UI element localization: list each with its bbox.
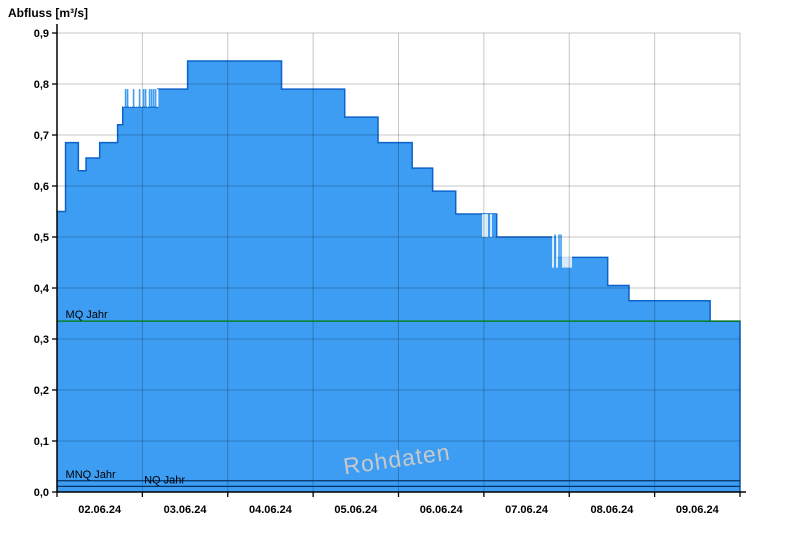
y-tick-label: 0,7 <box>34 130 49 142</box>
reference-label-nq: NQ Jahr <box>144 474 185 486</box>
y-tick-label: 0,5 <box>34 232 49 244</box>
y-tick-label: 0,3 <box>34 334 49 346</box>
y-tick-label: 0,2 <box>34 385 49 397</box>
chart-title: Abfluss [m³/s] <box>8 6 89 20</box>
reference-label-mq: MQ Jahr <box>66 309 109 321</box>
x-date-label: 08.06.24 <box>591 504 635 516</box>
y-tick-label: 0,0 <box>34 487 49 499</box>
x-date-label: 03.06.24 <box>164 504 208 516</box>
y-tick-label: 0,8 <box>34 79 49 91</box>
x-date-label: 04.06.24 <box>249 504 293 516</box>
y-tick-label: 0,1 <box>34 436 49 448</box>
x-date-label: 05.06.24 <box>334 504 378 516</box>
y-tick-label: 0,4 <box>34 283 50 295</box>
discharge-area-fill <box>57 61 740 493</box>
y-tick-label: 0,9 <box>34 28 49 40</box>
x-date-label: 02.06.24 <box>78 504 122 516</box>
discharge-area-outline <box>57 60 741 492</box>
x-date-label: 07.06.24 <box>505 504 549 516</box>
y-tick-label: 0,6 <box>34 181 49 193</box>
reference-label-mnq: MNQ Jahr <box>66 469 116 481</box>
x-date-label: 06.06.24 <box>420 504 464 516</box>
x-date-label: 09.06.24 <box>676 504 720 516</box>
